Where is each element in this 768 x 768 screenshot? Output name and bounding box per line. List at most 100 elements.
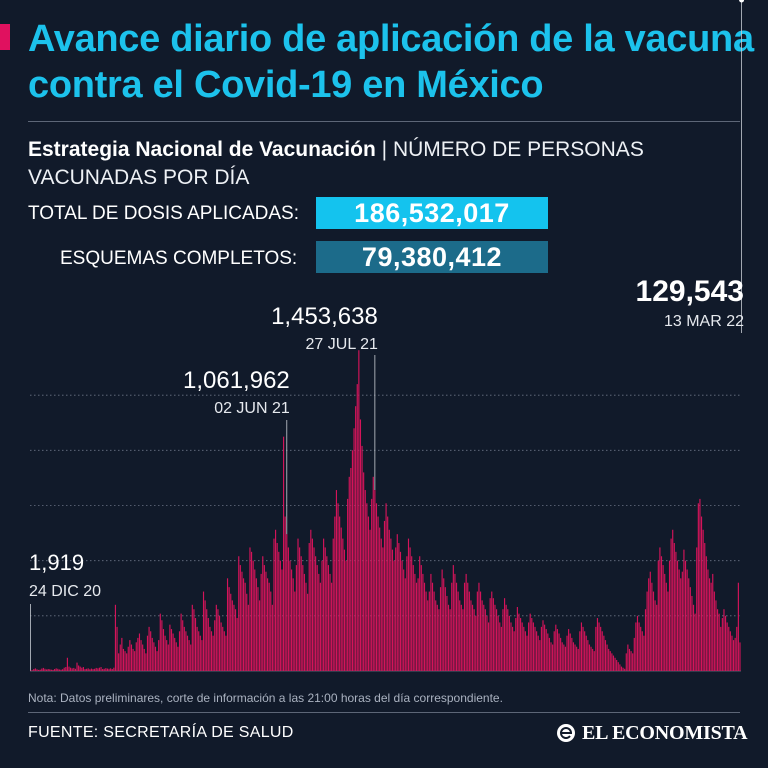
chart-bar: [608, 648, 610, 671]
chart-bar: [731, 635, 733, 671]
chart-bar: [180, 613, 182, 671]
chart-bar: [331, 582, 333, 671]
chart-bar: [566, 635, 568, 671]
chart-bar: [292, 578, 294, 671]
chart-bar: [736, 626, 738, 671]
chart-bar: [238, 556, 240, 671]
chart-bar: [393, 560, 395, 671]
chart-bar: [713, 591, 715, 671]
chart-bar: [225, 635, 227, 671]
chart-bar: [135, 642, 137, 671]
chart-bar: [350, 467, 352, 671]
chart-bar: [148, 626, 150, 671]
chart-bar: [315, 556, 317, 671]
chart-bar: [433, 591, 435, 671]
chart-bar: [390, 538, 392, 671]
chart-bar: [183, 626, 185, 671]
chart-bar: [596, 618, 599, 671]
chart-bar: [41, 668, 43, 671]
chart-bar: [478, 582, 480, 671]
chart-bar: [121, 637, 123, 671]
chart-bar: [412, 565, 414, 671]
chart-bar: [689, 587, 691, 671]
chart-bar: [36, 669, 38, 671]
chart-bar: [729, 631, 731, 671]
chart-bar: [126, 653, 128, 671]
chart-bar: [337, 503, 339, 671]
chart-bar: [159, 613, 161, 671]
chart-bar: [38, 669, 40, 671]
chart-bar: [545, 629, 547, 671]
chart-bar: [444, 587, 446, 671]
chart-bar: [34, 668, 36, 671]
chart-bar: [628, 648, 631, 671]
chart-bar: [606, 644, 608, 671]
chart-bar: [63, 667, 65, 671]
chart-bar: [215, 604, 217, 671]
chart-bar: [460, 604, 462, 671]
chart-bar: [724, 615, 727, 671]
chart-bar: [247, 604, 249, 671]
bars: [30, 350, 741, 671]
chart-bar: [263, 565, 265, 671]
data-note: Nota: Datos preliminares, corte de infor…: [28, 691, 503, 705]
chart-bar: [142, 644, 144, 671]
chart-bar: [170, 629, 173, 671]
chart-bar: [291, 569, 293, 671]
chart-bar: [49, 669, 51, 671]
chart-bar: [668, 560, 671, 671]
chart-bar: [398, 543, 400, 671]
chart-bar: [60, 669, 62, 671]
chart-bar: [284, 516, 286, 671]
chart-bar: [508, 615, 510, 671]
chart-bar: [723, 609, 725, 671]
chart-bar: [704, 543, 706, 671]
chart-bar: [537, 635, 539, 671]
chart-bar: [204, 600, 206, 671]
chart-bar: [198, 631, 200, 671]
annotation-date: 24 DIC 20: [29, 583, 101, 600]
chart-bar: [334, 516, 336, 671]
chart-bar: [414, 573, 416, 671]
chart-bar: [435, 600, 437, 671]
chart-bar: [635, 622, 637, 671]
chart-bar: [584, 631, 586, 671]
chart-bar: [265, 571, 267, 671]
chart-bar: [302, 565, 304, 671]
chart-bar: [347, 498, 349, 671]
chart-bar: [201, 640, 203, 671]
chart-bar: [732, 640, 735, 671]
chart-bar: [236, 618, 238, 671]
chart-bar: [641, 631, 643, 671]
chart-bar: [239, 565, 241, 671]
chart-bar: [84, 669, 86, 671]
logo-text: EL ECONOMISTA: [582, 721, 748, 744]
chart-bar: [130, 644, 133, 671]
chart-bar: [665, 582, 667, 671]
annotations: 1,919 24 DIC 20 1,061,962 02 JUN 21 1,453,63…: [29, 0, 744, 671]
chart-bar: [622, 667, 624, 671]
chart-bar: [57, 668, 59, 671]
chart-bar: [31, 670, 33, 671]
chart-bar: [118, 653, 120, 671]
chart-subtitle: Estrategia Nacional de Vacunación | NÚME…: [28, 136, 748, 192]
chart-bar: [676, 560, 679, 671]
chart-bar: [672, 529, 674, 671]
chart-bar: [648, 578, 650, 671]
chart-bar: [462, 609, 464, 671]
chart-bar: [242, 578, 245, 671]
chart-bar: [484, 609, 486, 671]
chart-bar: [310, 529, 312, 671]
chart-bar: [595, 626, 597, 671]
chart-bar: [113, 667, 115, 671]
chart-bar: [359, 419, 362, 671]
chart-bar: [468, 591, 470, 671]
chart-bar: [233, 604, 235, 671]
chart-bar: [158, 640, 160, 671]
chart-bar: [502, 609, 504, 671]
chart-bar: [50, 669, 52, 671]
chart-bar: [520, 618, 522, 671]
chart-bar: [375, 503, 378, 671]
chart-bar: [721, 618, 723, 671]
el-economista-logo[interactable]: EL ECONOMISTA: [556, 720, 748, 746]
